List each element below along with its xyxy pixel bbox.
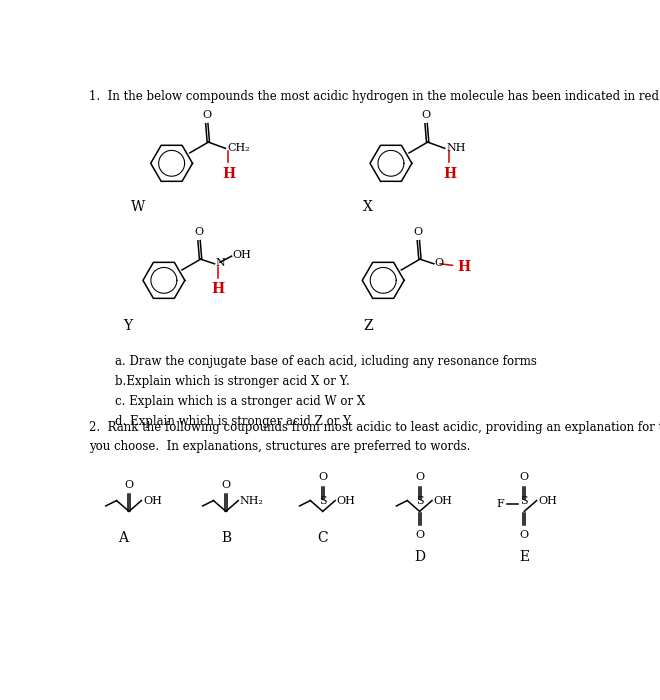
Text: CH₂: CH₂ [227, 144, 249, 153]
Text: F: F [496, 498, 504, 509]
Text: O: O [415, 530, 424, 540]
Text: O: O [415, 472, 424, 482]
Text: OH: OH [232, 251, 251, 260]
Text: H: H [211, 282, 224, 296]
Text: S: S [319, 496, 327, 506]
Text: S: S [416, 496, 424, 506]
Text: NH₂: NH₂ [240, 496, 264, 505]
Text: H: H [457, 260, 470, 274]
Text: X: X [363, 200, 373, 214]
Text: H: H [443, 167, 456, 181]
Text: O: O [125, 480, 133, 490]
Text: Z: Z [363, 318, 373, 332]
Text: O: O [422, 110, 431, 120]
Text: 2.  Rank the following coupounds from most acidic to least acidic, providing an : 2. Rank the following coupounds from mos… [88, 421, 660, 454]
Text: S: S [521, 496, 528, 506]
Text: E: E [519, 550, 529, 564]
Text: O: O [195, 227, 203, 237]
Text: A: A [117, 531, 128, 545]
Text: 1.  In the below compounds the most acidic hydrogen in the molecule has been ind: 1. In the below compounds the most acidi… [88, 90, 660, 103]
Text: NH: NH [446, 144, 466, 153]
Text: C: C [317, 531, 328, 545]
Text: O: O [414, 227, 423, 237]
Text: O: O [519, 472, 529, 482]
Text: H: H [222, 167, 235, 181]
Text: W: W [131, 200, 146, 214]
Text: Y: Y [123, 318, 133, 332]
Text: OH: OH [337, 496, 356, 505]
Text: OH: OH [538, 496, 557, 505]
Text: O: O [519, 530, 529, 540]
Text: O: O [318, 472, 327, 482]
Text: B: B [221, 531, 231, 545]
Text: N: N [215, 258, 225, 268]
Text: OH: OH [434, 496, 453, 505]
Text: O: O [221, 480, 230, 490]
Text: O: O [435, 258, 444, 268]
Text: a. Draw the conjugate base of each acid, icluding any resonance forms
b.Explain : a. Draw the conjugate base of each acid,… [115, 355, 537, 428]
Text: O: O [202, 110, 211, 120]
Text: D: D [414, 550, 425, 564]
Text: OH: OH [143, 496, 162, 505]
